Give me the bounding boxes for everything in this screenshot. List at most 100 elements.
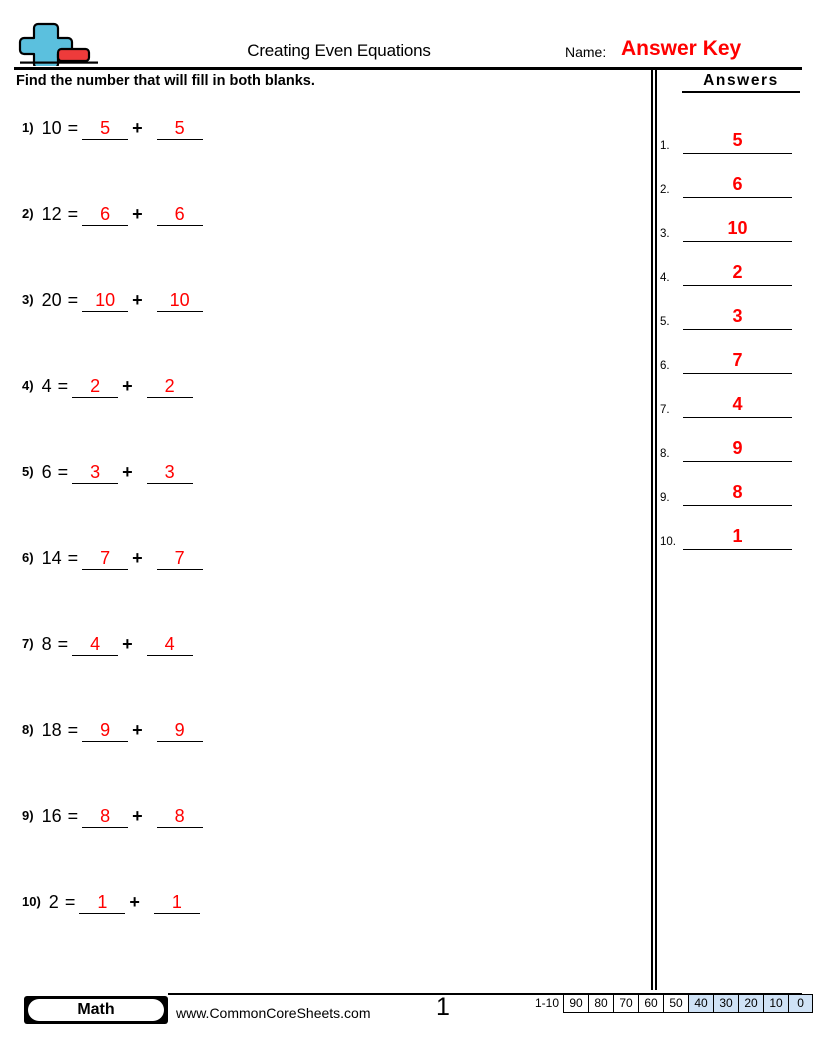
answer-blank-2[interactable]: 9 <box>156 720 203 742</box>
answer-value: 5 <box>732 130 743 150</box>
score-cell: 40 <box>688 994 714 1013</box>
answer-key-label: Answer Key <box>621 37 742 60</box>
answer-value: 3 <box>732 306 743 326</box>
answer-row: 6. 7 <box>660 330 802 374</box>
problem-row: 3) 20 = 10 + 10 <box>0 276 640 362</box>
problem-number: 7) <box>22 636 34 651</box>
answer-row: 3. 10 <box>660 198 802 242</box>
answer-blank-2[interactable]: 4 <box>146 634 193 656</box>
equals-sign: = <box>67 290 79 310</box>
answer-blank-1[interactable]: 1 <box>79 892 126 914</box>
plus-sign: + <box>132 290 143 310</box>
answer-blank-2[interactable]: 2 <box>146 376 193 398</box>
problem-number: 2) <box>22 206 34 221</box>
answer-blank-2[interactable]: 3 <box>146 462 193 484</box>
answer-row: 8. 9 <box>660 418 802 462</box>
answer-row: 9. 8 <box>660 462 802 506</box>
equals-sign: = <box>57 634 69 654</box>
divider-line-left <box>651 69 653 990</box>
problem-number: 9) <box>22 808 34 823</box>
answer-row: 1. 5 <box>660 110 802 154</box>
answers-heading: Answers <box>682 72 800 93</box>
answers-list: 1. 5 2. 6 3. 10 4. 2 5. <box>660 110 802 550</box>
answer-blank-2[interactable]: 5 <box>156 118 203 140</box>
answer-blank-1[interactable]: 9 <box>82 720 129 742</box>
score-scale: 1-10 90 80 70 60 50 40 30 20 10 0 <box>533 994 814 1013</box>
equals-sign: = <box>67 720 79 740</box>
score-cell: 20 <box>738 994 764 1013</box>
answer-value: 7 <box>732 350 743 370</box>
problem-total: 14 <box>41 548 62 568</box>
problem-total: 12 <box>41 204 62 224</box>
problem-total: 8 <box>41 634 52 654</box>
score-cell: 60 <box>638 994 664 1013</box>
score-cell: 10 <box>763 994 789 1013</box>
plus-sign: + <box>129 892 140 912</box>
answer-value: 2 <box>732 262 743 282</box>
problem-total: 20 <box>41 290 62 310</box>
answer-number: 6. <box>660 360 670 372</box>
answer-number: 5. <box>660 316 670 328</box>
answer-writing-line <box>683 300 792 330</box>
answer-blank-1[interactable]: 5 <box>82 118 129 140</box>
score-cell: 30 <box>713 994 739 1013</box>
answer-value: 9 <box>732 438 743 458</box>
answer-blank-1[interactable]: 10 <box>82 290 129 312</box>
plus-sign: + <box>122 376 133 396</box>
answer-blank-2[interactable]: 10 <box>156 290 203 312</box>
problem-list: 1) 10 = 5 + 5 2) 12 = 6 + 6 3) 20 = <box>0 104 640 964</box>
answer-writing-line <box>683 344 792 374</box>
problem-total: 2 <box>48 892 59 912</box>
answer-blank-2[interactable]: 8 <box>156 806 203 828</box>
answer-value: 8 <box>732 482 743 502</box>
plus-sign: + <box>122 462 133 482</box>
answer-writing-line <box>683 520 792 550</box>
page-header: Creating Even Equations Name: Answer Key <box>14 22 802 70</box>
problem-number: 5) <box>22 464 34 479</box>
answer-row: 2. 6 <box>660 154 802 198</box>
answer-blank-1[interactable]: 2 <box>72 376 119 398</box>
answer-value: 10 <box>727 218 748 238</box>
footer-divider-rule <box>168 993 802 995</box>
answer-number: 4. <box>660 272 670 284</box>
answer-blank-2[interactable]: 1 <box>153 892 200 914</box>
answer-blank-1[interactable]: 4 <box>72 634 119 656</box>
equals-sign: = <box>67 204 79 224</box>
answer-blank-1[interactable]: 7 <box>82 548 129 570</box>
answer-number: 9. <box>660 492 670 504</box>
equals-sign: = <box>67 118 79 138</box>
score-range-label: 1-10 <box>535 996 560 1010</box>
answer-writing-line <box>683 256 792 286</box>
plus-minus-logo-icon <box>14 22 98 70</box>
problem-row: 10) 2 = 1 + 1 <box>0 878 640 964</box>
problem-row: 8) 18 = 9 + 9 <box>0 706 640 792</box>
problem-row: 6) 14 = 7 + 7 <box>0 534 640 620</box>
problem-total: 16 <box>41 806 62 826</box>
plus-sign: + <box>132 720 143 740</box>
problem-number: 3) <box>22 292 34 307</box>
plus-sign: + <box>122 634 133 654</box>
answer-blank-2[interactable]: 6 <box>156 204 203 226</box>
answer-blank-1[interactable]: 3 <box>72 462 119 484</box>
problem-row: 9) 16 = 8 + 8 <box>0 792 640 878</box>
equals-sign: = <box>57 376 69 396</box>
answer-value: 4 <box>732 394 743 414</box>
answer-number: 8. <box>660 448 670 460</box>
problem-number: 8) <box>22 722 34 737</box>
answer-blank-2[interactable]: 7 <box>156 548 203 570</box>
header-divider-rule <box>14 67 802 70</box>
answer-number: 1. <box>660 140 670 152</box>
answer-blank-1[interactable]: 8 <box>82 806 129 828</box>
score-cell: 90 <box>563 994 589 1013</box>
answer-writing-line <box>683 212 792 242</box>
answer-writing-line <box>683 168 792 198</box>
score-cell: 70 <box>613 994 639 1013</box>
plus-sign: + <box>132 548 143 568</box>
problem-row: 1) 10 = 5 + 5 <box>0 104 640 190</box>
answer-row: 10. 1 <box>660 506 802 550</box>
problem-row: 4) 4 = 2 + 2 <box>0 362 640 448</box>
page-title: Creating Even Equations <box>247 41 431 60</box>
answer-number: 2. <box>660 184 670 196</box>
answer-blank-1[interactable]: 6 <box>82 204 129 226</box>
